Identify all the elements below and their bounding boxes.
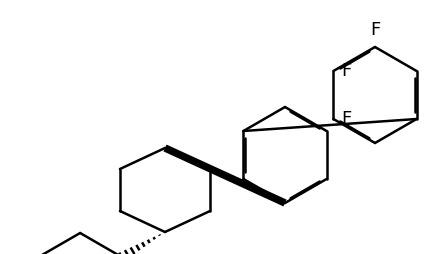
- Text: F: F: [369, 21, 379, 39]
- Text: F: F: [341, 110, 351, 128]
- Text: F: F: [341, 62, 351, 80]
